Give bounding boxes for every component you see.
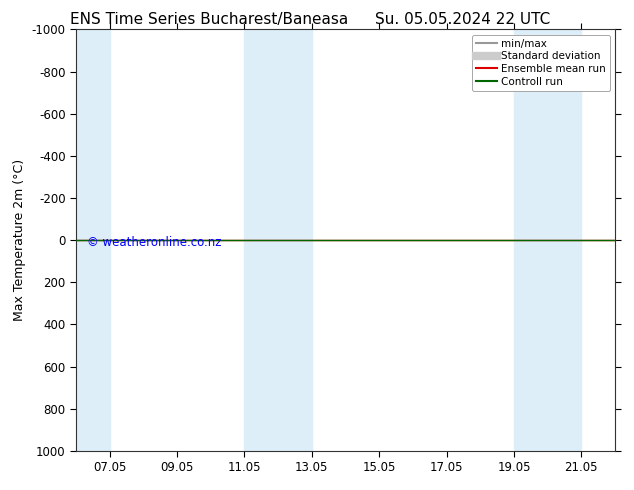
Y-axis label: Max Temperature 2m (°C): Max Temperature 2m (°C) [13,159,26,321]
Bar [76,29,110,451]
Bar [514,29,548,451]
Bar [548,29,581,451]
Bar [245,29,278,451]
Bar [278,29,312,451]
Text: Su. 05.05.2024 22 UTC: Su. 05.05.2024 22 UTC [375,12,550,27]
Text: © weatheronline.co.nz: © weatheronline.co.nz [87,236,221,249]
Legend: min/max, Standard deviation, Ensemble mean run, Controll run: min/max, Standard deviation, Ensemble me… [472,35,610,91]
Text: ENS Time Series Bucharest/Baneasa: ENS Time Series Bucharest/Baneasa [70,12,348,27]
